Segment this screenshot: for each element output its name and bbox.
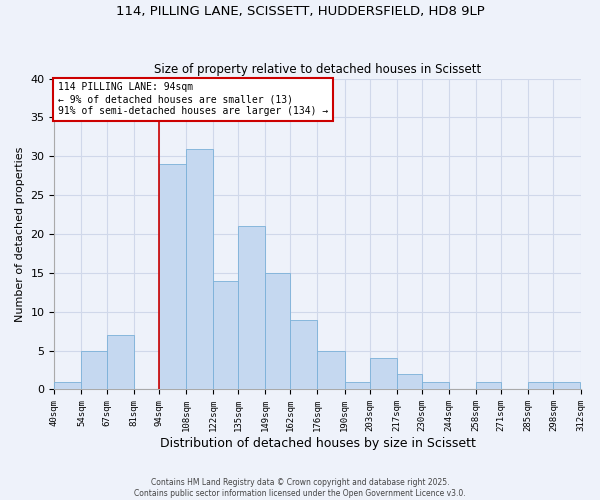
Text: 114 PILLING LANE: 94sqm
← 9% of detached houses are smaller (13)
91% of semi-det: 114 PILLING LANE: 94sqm ← 9% of detached… — [58, 82, 329, 116]
Bar — [553, 382, 580, 390]
Bar — [290, 320, 317, 390]
Text: 114, PILLING LANE, SCISSETT, HUDDERSFIELD, HD8 9LP: 114, PILLING LANE, SCISSETT, HUDDERSFIEL… — [116, 5, 484, 18]
Bar — [82, 350, 107, 390]
Bar — [55, 382, 82, 390]
Bar — [528, 382, 553, 390]
Text: Contains HM Land Registry data © Crown copyright and database right 2025.
Contai: Contains HM Land Registry data © Crown c… — [134, 478, 466, 498]
Title: Size of property relative to detached houses in Scissett: Size of property relative to detached ho… — [154, 63, 481, 76]
Bar — [476, 382, 501, 390]
Bar — [422, 382, 449, 390]
Y-axis label: Number of detached properties: Number of detached properties — [15, 146, 25, 322]
Bar — [213, 280, 238, 390]
Bar — [186, 148, 213, 390]
X-axis label: Distribution of detached houses by size in Scissett: Distribution of detached houses by size … — [160, 437, 475, 450]
Bar — [344, 382, 370, 390]
Bar — [370, 358, 397, 390]
Bar — [107, 335, 134, 390]
Bar — [397, 374, 422, 390]
Bar — [317, 350, 344, 390]
Bar — [159, 164, 186, 390]
Bar — [238, 226, 265, 390]
Bar — [265, 273, 290, 390]
